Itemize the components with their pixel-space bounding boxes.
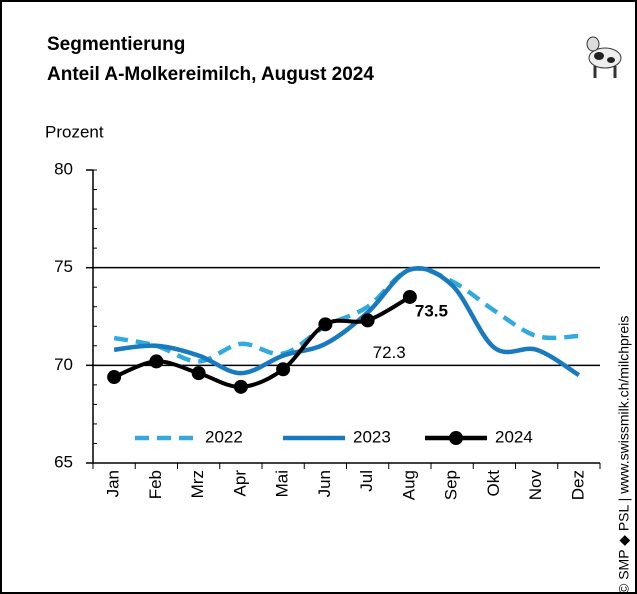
legend-label: 2023 [353,427,391,446]
x-tick-label: Okt [484,470,503,497]
point [191,366,206,381]
point [233,379,248,394]
x-tick-label: Apr [230,470,249,497]
source: © SMP ◆ PSL | www.swissmilk.ch/milchprei… [616,316,632,594]
x-tick-label: Feb [146,470,165,499]
legend-marker [449,431,463,445]
point [107,370,122,385]
y-tick-label: 75 [54,257,73,276]
point [360,313,375,328]
x-tick-label: Jun [315,470,334,497]
x-tick-label: Mai [273,470,292,497]
legend-label: 2022 [205,427,243,446]
series-line [113,266,581,378]
cow-icon [586,36,622,78]
series-line [113,266,579,364]
data-label: 73.5 [415,301,448,320]
x-tick-label: Dez [568,470,587,500]
x-tick-label: Nov [526,470,545,501]
point [276,362,291,377]
data-label: 72.3 [373,343,406,362]
x-tick-label: Jul [357,470,376,492]
y-tick-label: 80 [54,159,73,178]
x-tick-label: Mrz [188,470,207,498]
y-axis-label: Prozent [45,122,104,141]
x-tick-label: Aug [399,470,418,500]
x-tick-label: Sep [442,470,461,500]
legend-label: 2024 [495,427,533,446]
point [318,317,333,332]
y-tick-label: 65 [54,452,73,471]
chart-title: Segmentierung [47,34,185,55]
point [402,289,417,304]
x-tick-label: Jan [104,470,123,497]
chart-subtitle: Anteil A-Molkereimilch, August 2024 [47,64,374,85]
point [149,354,164,369]
y-tick-label: 70 [54,355,73,374]
